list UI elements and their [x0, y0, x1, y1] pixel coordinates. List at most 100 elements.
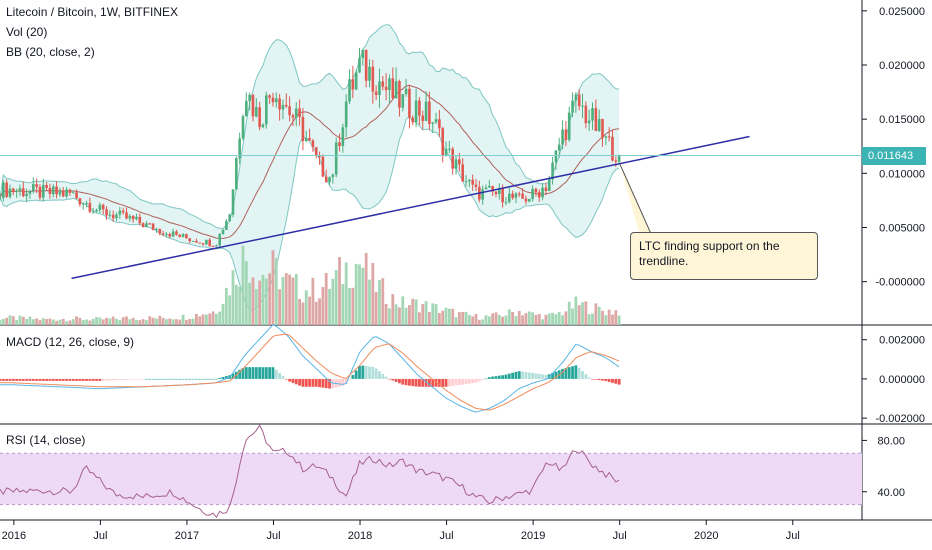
- macd-histogram-bar: [441, 378, 445, 387]
- candle-body: [65, 189, 68, 197]
- macd-histogram-bar: [461, 378, 465, 385]
- volume-bar: [261, 274, 265, 325]
- volume-bar: [321, 287, 325, 325]
- candle-body: [527, 199, 531, 202]
- volume-bar: [65, 321, 68, 325]
- macd-histogram-bar: [378, 371, 381, 379]
- volume-bar: [607, 309, 611, 325]
- candle-body: [165, 233, 168, 235]
- volume-bar: [165, 319, 168, 325]
- candle-body: [408, 88, 411, 118]
- volume-bar: [234, 284, 238, 325]
- candle-body: [324, 176, 328, 182]
- macd-histogram-bar: [524, 372, 528, 379]
- macd-histogram-bar: [101, 378, 105, 381]
- candle-body: [358, 57, 361, 73]
- candle-body: [108, 214, 112, 216]
- macd-histogram-bar: [264, 367, 268, 379]
- candle-body: [421, 115, 425, 121]
- candle-body: [131, 216, 135, 220]
- candle-body: [105, 209, 108, 216]
- macd-histogram-bar: [497, 375, 501, 379]
- macd-histogram-bar: [431, 378, 435, 387]
- macd-histogram-bar: [481, 378, 485, 380]
- volume-bar: [31, 319, 35, 325]
- chart-title: Litecoin / Bitcoin, 1W, BITFINEX: [6, 5, 179, 19]
- candle-body: [591, 108, 594, 121]
- candle-body: [524, 198, 528, 202]
- candle-body: [301, 117, 305, 142]
- macd-histogram-bar: [597, 378, 601, 381]
- candle-body: [211, 246, 215, 248]
- volume-bar: [447, 308, 451, 325]
- macd-histogram-bar: [105, 378, 108, 381]
- macd-histogram-bar: [477, 378, 481, 382]
- volume-bar: [334, 270, 338, 325]
- volume-bar: [161, 317, 165, 325]
- macd-histogram-bar: [221, 376, 225, 379]
- volume-bar: [21, 316, 25, 325]
- candle-body: [428, 101, 431, 124]
- candle-body: [391, 78, 395, 99]
- volume-bar: [328, 288, 331, 325]
- volume-bar: [194, 313, 198, 325]
- volume-bar: [25, 318, 29, 325]
- candle-body: [474, 184, 478, 187]
- volume-bar: [41, 318, 45, 325]
- volume-bar: [574, 296, 578, 325]
- macd-histogram-bar: [551, 372, 554, 379]
- macd-histogram-bar: [0, 378, 2, 381]
- volume-bar: [581, 302, 584, 325]
- macd-histogram-bar: [241, 368, 245, 379]
- volume-bar: [304, 290, 308, 325]
- volume-bar: [268, 273, 272, 325]
- macd-histogram-bar: [374, 368, 378, 379]
- candle-body: [12, 188, 15, 192]
- macd-histogram-bar: [614, 378, 618, 384]
- volume-bar: [118, 319, 122, 325]
- candle-body: [411, 117, 415, 123]
- volume-bar: [394, 304, 398, 325]
- bollinger-fill: [0, 24, 620, 310]
- volume-bar: [481, 319, 485, 325]
- macd-histogram-bar: [224, 376, 228, 379]
- volume-bar: [308, 296, 311, 325]
- volume-bar: [491, 313, 495, 325]
- volume-bar: [587, 314, 591, 325]
- price-tick-label: 0.015000: [879, 114, 925, 126]
- rsi-line: [0, 424, 620, 519]
- volume-bar: [341, 284, 345, 325]
- volume-bar: [228, 295, 232, 325]
- macd-histogram-bar: [517, 371, 521, 379]
- candle-body: [91, 211, 95, 213]
- volume-bar: [168, 318, 172, 325]
- candle-body: [188, 238, 192, 241]
- candle-body: [541, 187, 544, 198]
- candle-body: [441, 128, 445, 155]
- volume-bar: [461, 312, 465, 325]
- volume-bar: [557, 311, 561, 325]
- macd-histogram-bar: [434, 378, 438, 387]
- candle-body: [511, 193, 514, 198]
- macd-histogram-bar: [581, 371, 584, 379]
- volume-bar: [115, 318, 118, 325]
- candle-body: [364, 49, 368, 81]
- macd-histogram-bar: [55, 378, 58, 381]
- macd-histogram-bar: [571, 366, 574, 379]
- bollinger-lower: [0, 115, 620, 311]
- candle-body: [544, 187, 548, 191]
- candle-body: [507, 193, 511, 203]
- candle-body: [607, 136, 611, 138]
- candle-body: [557, 144, 561, 151]
- macd-histogram-bar: [161, 378, 165, 380]
- volume-bar: [444, 307, 448, 325]
- macd-histogram-bar: [537, 373, 541, 379]
- candle-body: [88, 202, 92, 212]
- volume-bar: [71, 319, 75, 325]
- time-tick-label: 2019: [521, 530, 545, 542]
- macd-histogram-bar: [471, 378, 475, 384]
- macd-histogram-bar: [274, 369, 278, 379]
- volume-bar: [258, 280, 262, 325]
- volume-bar: [8, 315, 12, 325]
